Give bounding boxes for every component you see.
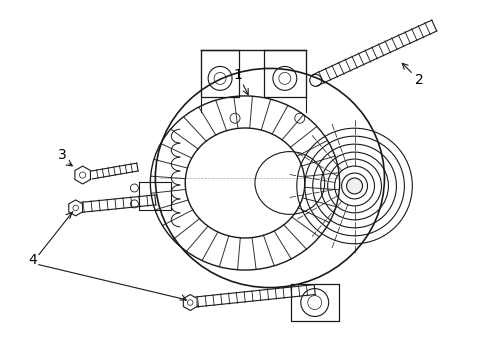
Text: 3: 3: [58, 148, 67, 162]
Text: 4: 4: [28, 253, 37, 267]
Polygon shape: [69, 200, 82, 216]
Text: 1: 1: [233, 68, 242, 82]
Polygon shape: [75, 166, 90, 184]
Circle shape: [346, 178, 362, 194]
Polygon shape: [183, 294, 197, 310]
Text: 2: 2: [414, 73, 423, 87]
